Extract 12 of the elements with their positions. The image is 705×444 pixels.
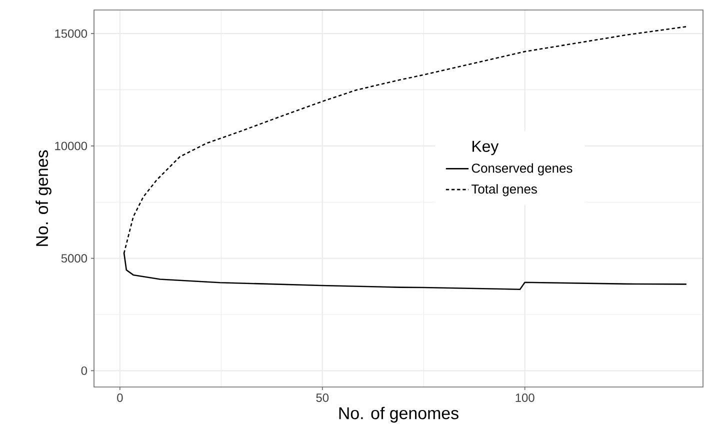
y-tick-label: 10000 [55, 142, 88, 150]
y-tick-label: 5000 [61, 254, 88, 263]
x-tick-label: 0 [117, 394, 123, 402]
legend-title: Key [472, 140, 499, 156]
y-axis-title: No. of genes [36, 150, 52, 246]
x-tick-label: 50 [316, 394, 329, 402]
y-tick-label: 15000 [55, 29, 88, 38]
y-tick-label: 0 [81, 366, 88, 375]
legend-label: Conserved genes [472, 163, 572, 176]
x-axis-title: No. of genomes [339, 406, 458, 423]
x-tick-label: 100 [516, 394, 534, 402]
legend-label: Total genes [472, 184, 537, 196]
